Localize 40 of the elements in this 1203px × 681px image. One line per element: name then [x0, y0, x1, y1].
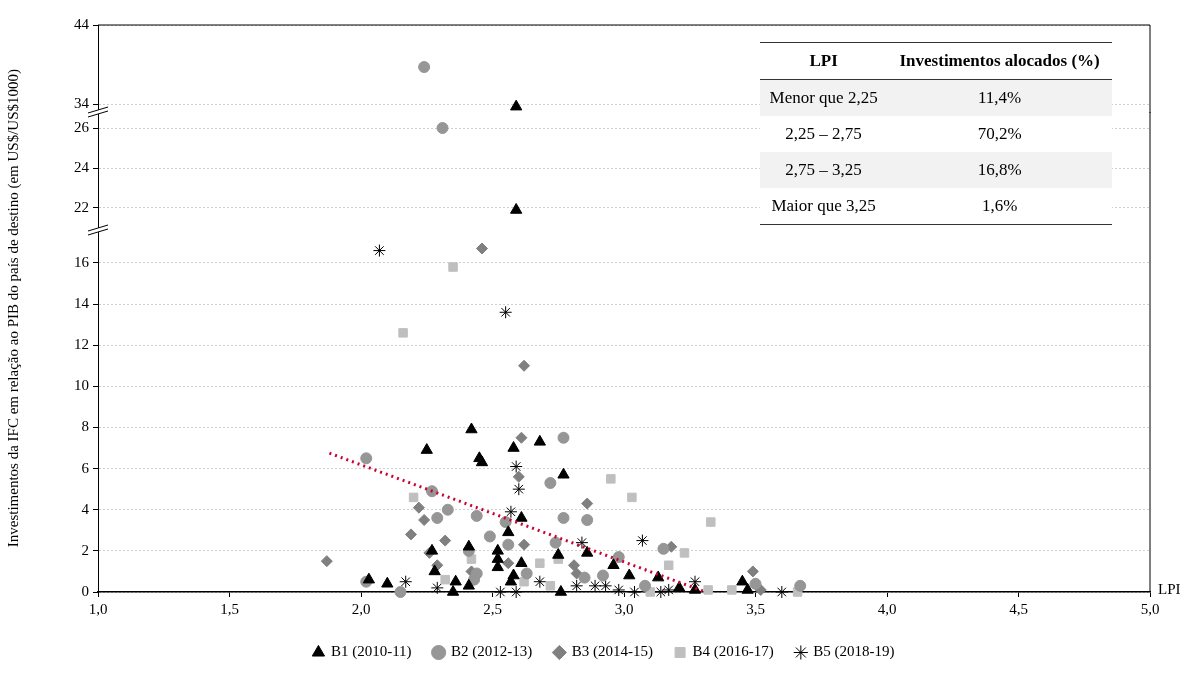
- legend-label: B4 (2016-17): [692, 643, 774, 661]
- y-tick-label: 4: [81, 500, 90, 517]
- text: LPI: [760, 42, 888, 80]
- legend-label: B1 (2010-11): [330, 643, 412, 661]
- text: 11,4%: [977, 88, 1022, 108]
- legend-label: B5 (2018-19): [813, 643, 895, 661]
- y-tick-label: 26: [74, 118, 90, 135]
- text: 70,2%: [977, 124, 1022, 144]
- y-tick-label: 14: [74, 294, 90, 311]
- y-tick-label: 24: [74, 158, 90, 175]
- x-tick-label: 3,0: [614, 600, 634, 617]
- y-tick-label: 2: [81, 541, 89, 558]
- category-label: 2,25 – 2,75: [784, 123, 863, 146]
- y-tick-label: 34: [74, 94, 90, 111]
- legend-label: B2 (2012-13): [451, 643, 533, 661]
- x-tick-label: 4,5: [1009, 600, 1028, 617]
- x-tick-label: 5,0: [1140, 600, 1160, 617]
- y-tick-label: 8: [81, 418, 89, 435]
- x-tick-label: 2,5: [483, 600, 502, 617]
- y-tick-label: 10: [74, 377, 89, 394]
- category-label: Maior que 3,25: [770, 195, 877, 218]
- y-tick-label: 44: [74, 15, 90, 32]
- x-tick-label: 3,5: [746, 600, 765, 617]
- y-tick-label: 22: [74, 198, 89, 215]
- text: 16,8%: [977, 160, 1022, 180]
- category-label: 2,75 – 3,25: [760, 152, 888, 189]
- y-tick-label: 6: [81, 459, 90, 476]
- y-tick-label: 16: [74, 253, 90, 270]
- legend-label: B3 (2014-15): [571, 643, 654, 661]
- category-label: Menor que 2,25: [760, 79, 888, 117]
- x-tick-label: 1,5: [220, 600, 239, 617]
- text: 1,6%: [981, 196, 1018, 216]
- x-axis-title: LPI: [1158, 580, 1181, 597]
- y-axis-title: Investimentos da IFC em relação ao PIB do país de destino (em US$/US$1000): [4, 69, 22, 548]
- y-tick-label: 12: [74, 336, 89, 353]
- text: Investimentos alocados (%): [887, 42, 1112, 80]
- x-tick-label: 4,0: [877, 600, 897, 617]
- x-tick-label: 1,0: [88, 600, 108, 617]
- y-tick-label: 0: [81, 582, 89, 599]
- x-tick-label: 2,0: [351, 600, 371, 617]
